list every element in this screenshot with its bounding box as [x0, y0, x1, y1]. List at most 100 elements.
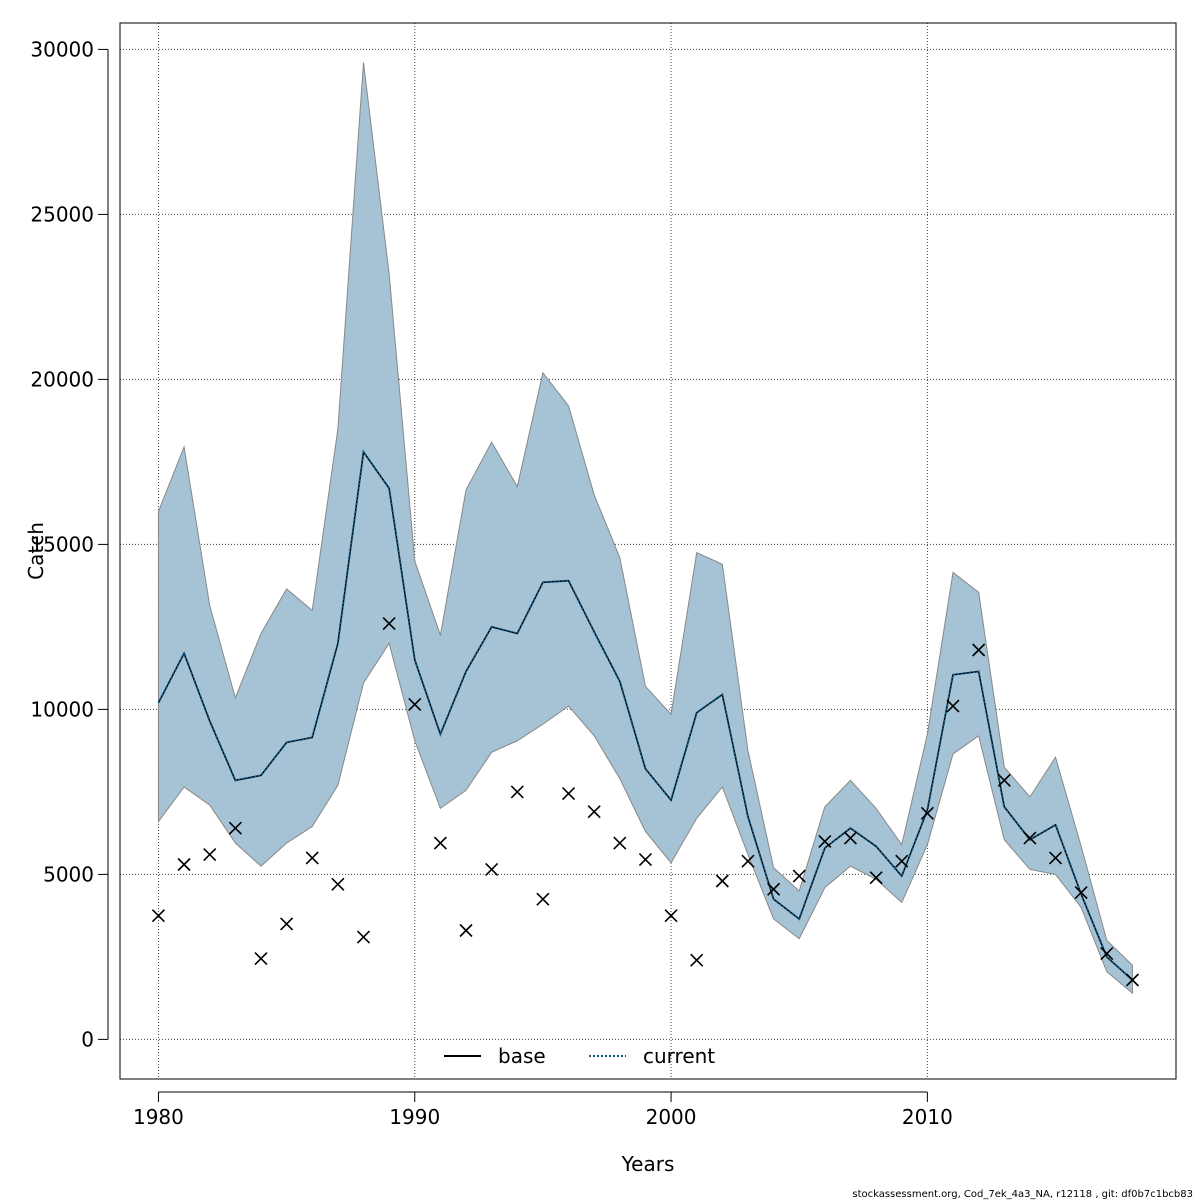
observation-point	[818, 834, 832, 848]
observation-mark-stroke	[280, 917, 294, 931]
y-tick-label: 10000	[30, 697, 94, 721]
observation-point	[792, 869, 806, 883]
observation-mark-stroke	[715, 874, 729, 888]
observation-point	[587, 805, 601, 819]
observation-point	[356, 930, 371, 944]
observation-mark-stroke	[818, 834, 832, 848]
observation-mark-stroke	[997, 773, 1011, 787]
observation-point	[767, 882, 781, 896]
y-tick-label: 5000	[43, 862, 94, 886]
observation-point	[433, 836, 447, 850]
x-tick-label: 1990	[389, 1105, 440, 1129]
observation-point	[638, 852, 653, 867]
observation-point	[177, 857, 191, 872]
observation-point	[972, 643, 986, 657]
observation-mark-stroke	[177, 857, 191, 872]
observation-point	[843, 831, 858, 845]
observation-point	[920, 806, 934, 820]
observation-point	[1048, 851, 1063, 865]
observation-points	[151, 617, 1139, 987]
observation-mark-stroke	[946, 699, 960, 713]
x-tick-label: 1980	[133, 1105, 184, 1129]
observation-mark-stroke	[433, 836, 447, 850]
observation-mark-stroke	[408, 697, 422, 712]
observation-point	[946, 699, 960, 713]
observation-point	[510, 785, 524, 799]
observation-mark-stroke	[895, 854, 909, 868]
observation-mark-stroke	[203, 848, 217, 862]
observation-mark-stroke	[638, 852, 653, 867]
observation-mark-stroke	[331, 877, 345, 891]
observation-point	[1023, 831, 1037, 845]
y-tick-label: 0	[81, 1027, 94, 1051]
y-tick-label: 25000	[30, 202, 94, 226]
observation-mark-stroke	[561, 786, 576, 801]
x-tick-label: 2010	[902, 1105, 953, 1129]
observation-point	[1074, 885, 1088, 900]
axes: 1980 1990 2000 2010 0 5000 10000 15000 20000 2500…	[30, 37, 952, 1129]
y-tick-label: 15000	[30, 532, 94, 556]
x-tick-label: 2000	[646, 1105, 697, 1129]
legend-label-base: base	[498, 1044, 546, 1068]
observation-mark-stroke	[920, 806, 934, 820]
observation-point	[228, 821, 242, 835]
observation-point	[280, 917, 294, 931]
observation-mark-stroke	[356, 930, 371, 944]
observation-mark-stroke	[1023, 831, 1037, 845]
observation-point	[203, 848, 217, 862]
observation-mark-stroke	[587, 805, 601, 819]
legend-entry-current: current	[589, 1044, 715, 1068]
observation-point	[664, 909, 678, 923]
series-line-current	[157, 449, 1134, 981]
observation-point	[741, 854, 755, 868]
observation-mark-stroke	[536, 892, 550, 906]
observation-point	[690, 953, 704, 967]
observation-mark-stroke	[792, 869, 806, 883]
observation-mark-stroke	[613, 836, 627, 850]
observation-point	[613, 836, 627, 850]
observation-mark-stroke	[1048, 851, 1063, 865]
observation-mark-stroke	[151, 909, 166, 923]
observation-point	[895, 854, 909, 868]
observation-mark-stroke	[767, 882, 781, 896]
observation-mark-stroke	[690, 953, 704, 967]
legend-label-current: current	[643, 1044, 715, 1068]
plot-frame	[119, 22, 1177, 1080]
observation-mark-stroke	[664, 909, 678, 923]
observation-mark-stroke	[741, 854, 755, 868]
observation-mark-stroke	[228, 821, 242, 835]
legend-entry-base: base	[444, 1044, 546, 1068]
series-lines	[157, 449, 1134, 981]
observation-mark-stroke	[843, 831, 858, 845]
observation-mark-stroke	[1074, 885, 1088, 900]
observation-point	[459, 923, 473, 938]
legend: base current	[444, 1044, 715, 1068]
observation-mark-stroke	[485, 862, 499, 877]
observation-point	[1125, 973, 1139, 987]
observation-point	[408, 697, 422, 712]
observation-mark-stroke	[972, 643, 986, 657]
observation-point	[331, 877, 345, 891]
observation-mark-stroke	[869, 871, 883, 885]
y-tick-label: 30000	[30, 37, 94, 61]
observation-point	[536, 892, 550, 906]
y-axis-title: Catch	[24, 522, 48, 580]
observation-point	[869, 871, 883, 885]
observation-mark-stroke	[254, 951, 268, 966]
observation-mark-stroke	[510, 785, 524, 799]
y-tick-label: 20000	[30, 367, 94, 391]
observation-mark-stroke	[1125, 973, 1139, 987]
observation-point	[997, 773, 1011, 787]
footer-text: stockassessment.org, Cod_7ek_4a3_NA, r12…	[852, 1189, 1193, 1200]
observation-mark-stroke	[305, 851, 319, 865]
observation-mark-stroke	[1100, 947, 1114, 961]
observation-point	[305, 851, 319, 865]
observation-point	[485, 862, 499, 877]
x-axis-title: Years	[621, 1152, 675, 1176]
observation-mark-stroke	[382, 617, 396, 631]
observation-point	[151, 909, 166, 923]
observation-point	[561, 786, 576, 801]
observation-point	[382, 617, 396, 631]
observation-point	[1100, 947, 1114, 961]
